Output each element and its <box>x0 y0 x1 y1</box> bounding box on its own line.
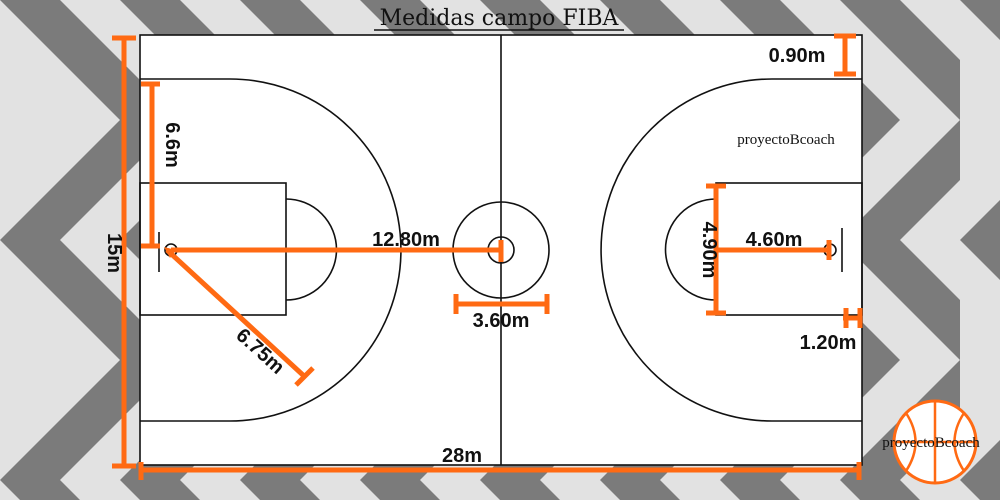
label-court-width: 15m <box>103 233 125 273</box>
label-free-throw: 4.60m <box>746 229 803 251</box>
right-free-throw-arc <box>664 198 717 301</box>
logo-text: proyectoBcoach <box>882 435 980 451</box>
label-three-straight: 6.6m <box>161 122 183 168</box>
right-three-point-line <box>600 78 862 422</box>
court-watermark: proyectoBcoach <box>737 132 835 148</box>
label-court-length: 28m <box>442 445 482 467</box>
diagram-title: Medidas campo FIBA <box>380 6 620 31</box>
label-baseline-center: 12.80m <box>372 229 440 251</box>
label-corner-distance: 0.90m <box>769 45 826 67</box>
dim-three-radius-line <box>165 248 306 378</box>
label-backboard-offset: 1.20m <box>800 332 857 354</box>
dimension-lines <box>112 33 863 480</box>
label-key-width: 4.90m <box>698 222 720 279</box>
basketball-logo-icon: proyectoBcoach <box>882 399 980 485</box>
label-center-circle: 3.60m <box>473 310 530 332</box>
